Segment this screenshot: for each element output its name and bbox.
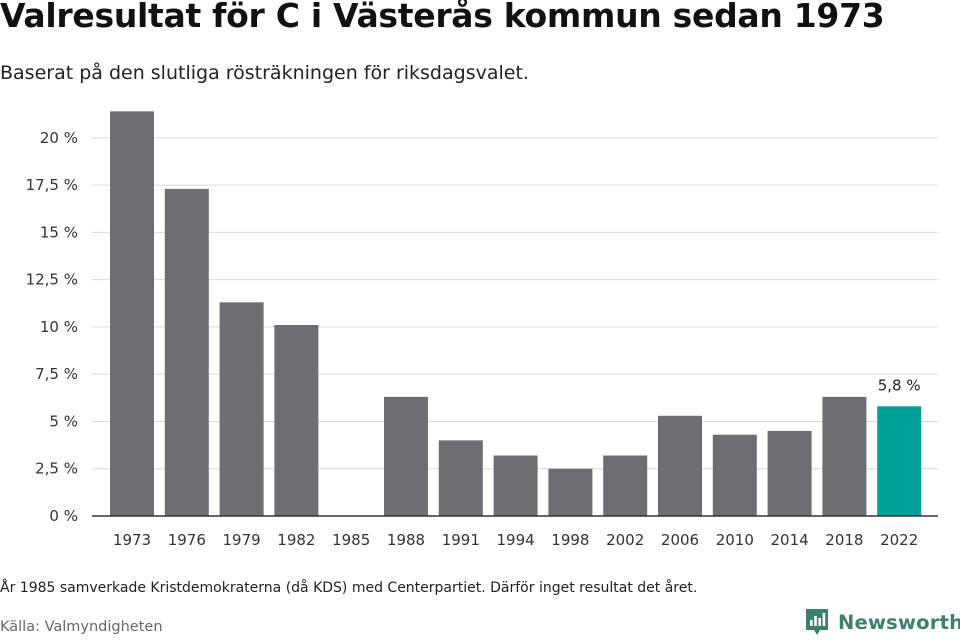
x-tick-label: 1994	[497, 531, 535, 549]
x-tick-label: 2002	[606, 531, 644, 549]
y-tick-label: 15 %	[40, 223, 78, 241]
newsworthy-logo-icon	[806, 609, 828, 635]
x-tick-label: 2006	[661, 531, 699, 549]
bar-1982	[274, 325, 319, 516]
y-tick-label: 5 %	[49, 412, 78, 430]
y-tick-label: 0 %	[49, 507, 78, 525]
footnote: År 1985 samverkade Kristdemokraterna (då…	[0, 580, 698, 596]
bar-2002	[603, 455, 648, 516]
bar-1979	[219, 302, 264, 516]
brand-logo: Newsworthy	[804, 607, 960, 637]
x-tick-label: 1973	[113, 531, 151, 549]
bar-2006	[658, 415, 702, 516]
x-tick-label: 1976	[168, 531, 206, 549]
x-tick-label: 1982	[277, 531, 315, 549]
bar-1976	[164, 188, 209, 516]
x-tick-label: 2018	[825, 531, 863, 549]
y-tick-label: 12,5 %	[26, 271, 78, 289]
bars	[110, 111, 922, 516]
x-tick-label: 2010	[716, 531, 754, 549]
bar-2014	[767, 430, 812, 516]
x-axis-tick-labels: 1973 1976 1979 1982 1985 1988 1991 1994 1998 2002…	[113, 531, 918, 549]
bar-1994	[493, 455, 538, 516]
gridlines	[92, 137, 938, 470]
y-tick-label: 20 %	[40, 129, 78, 147]
bar-1988	[384, 396, 428, 516]
brand-name: Newsworthy	[838, 610, 960, 634]
y-tick-label: 7,5 %	[35, 365, 78, 383]
x-tick-label: 1979	[223, 531, 261, 549]
bar-1998	[548, 468, 593, 516]
data-labels: 5,8 %	[878, 376, 921, 394]
y-tick-label: 10 %	[40, 318, 78, 336]
bar-2018	[822, 396, 867, 516]
bar-1973	[110, 111, 154, 516]
x-tick-label: 1991	[442, 531, 480, 549]
bar-1991	[438, 440, 483, 516]
bar-2022	[877, 406, 922, 516]
data-label: 5,8 %	[878, 376, 921, 394]
chart-title: Valresultat för C i Västerås kommun seda…	[0, 0, 885, 35]
y-axis-tick-labels: 0 % 2,5 % 5 % 7,5 % 10 % 12,5 % 15 % 17,5 % 20 %	[26, 129, 78, 525]
chart-subtitle: Baserat på den slutliga rösträkningen fö…	[0, 62, 529, 84]
bar-chart: 0 % 2,5 % 5 % 7,5 % 10 % 12,5 % 15 % 17,5 % 20 %…	[26, 111, 938, 549]
bar-2010	[712, 434, 757, 516]
x-tick-label: 2014	[771, 531, 809, 549]
x-tick-label: 1998	[551, 531, 589, 549]
source-label: Källa: Valmyndigheten	[0, 619, 163, 635]
x-tick-label: 1988	[387, 531, 425, 549]
y-tick-label: 2,5 %	[35, 460, 78, 478]
x-tick-label: 1985	[332, 531, 370, 549]
y-tick-label: 17,5 %	[26, 176, 78, 194]
x-tick-label: 2022	[880, 531, 918, 549]
